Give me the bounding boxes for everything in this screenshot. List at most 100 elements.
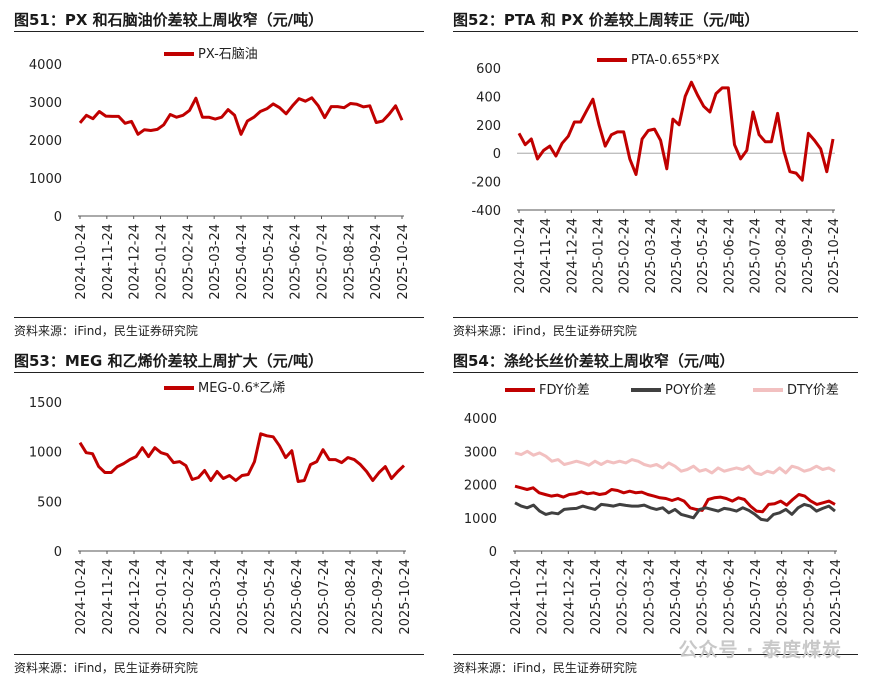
x-tick-label: 2025-08-24 bbox=[775, 218, 790, 294]
title-rule bbox=[453, 372, 858, 373]
x-tick-label: 2024-12-24 bbox=[128, 559, 143, 635]
source-note: 资料来源：iFind，民生证券研究院 bbox=[453, 661, 637, 675]
x-tick-label: 2025-03-24 bbox=[209, 559, 224, 635]
legend-label: POY价差 bbox=[665, 383, 716, 398]
y-tick-label: 600 bbox=[476, 62, 501, 77]
x-tick-label: 2024-12-24 bbox=[565, 218, 580, 294]
x-tick-label: 2025-07-24 bbox=[749, 559, 764, 635]
x-tick-label: 2025-05-24 bbox=[696, 559, 711, 635]
title-rule bbox=[453, 31, 858, 32]
x-tick-label: 2025-05-24 bbox=[262, 224, 277, 300]
x-tick-label: 2025-04-24 bbox=[669, 559, 684, 635]
x-tick-label: 2025-04-24 bbox=[235, 224, 250, 300]
series-line-1 bbox=[78, 96, 404, 136]
x-tick-label: 2025-07-24 bbox=[749, 218, 764, 294]
x-tick-label: 2024-11-24 bbox=[536, 559, 551, 635]
x-tick-label: 2024-10-24 bbox=[74, 559, 89, 635]
y-tick-label: 1000 bbox=[464, 512, 497, 527]
x-tick-label: 2024-12-24 bbox=[128, 224, 143, 300]
series-line-3 bbox=[514, 449, 836, 476]
chart-plot: -400 -200 0 200 400 600 2024-10-24 2024-11-24 20… bbox=[471, 53, 842, 294]
y-tick-label: 0 bbox=[54, 545, 62, 560]
x-tick-label: 2025-07-24 bbox=[317, 559, 332, 635]
series-line-1 bbox=[78, 432, 406, 483]
y-tick-label: -200 bbox=[471, 176, 501, 191]
x-tick-label: 2025-02-24 bbox=[181, 224, 196, 300]
x-tick-label: 2024-12-24 bbox=[562, 559, 577, 635]
y-tick-label: 1500 bbox=[29, 396, 62, 411]
source-note: 资料来源：iFind，民生证券研究院 bbox=[14, 324, 198, 338]
y-tick-label: 1000 bbox=[29, 446, 62, 461]
chart-panel-51: 图51：PX 和石脑油价差较上周收窄（元/吨） 0 1000 2000 3000 400… bbox=[14, 4, 424, 344]
series-line-2 bbox=[514, 501, 836, 522]
x-tick-label: 2025-02-24 bbox=[616, 559, 631, 635]
title-rule bbox=[14, 31, 424, 32]
x-tick-label: 2024-11-24 bbox=[101, 224, 116, 300]
y-tick-label: 0 bbox=[493, 147, 501, 162]
y-tick-label: 3000 bbox=[29, 96, 62, 111]
x-tick-label: 2025-09-24 bbox=[802, 559, 817, 635]
x-tick-label: 2025-05-24 bbox=[263, 559, 278, 635]
x-tick-label: 2025-09-24 bbox=[369, 224, 384, 300]
chart-title: 图53：MEG 和乙烯价差较上周扩大（元/吨） bbox=[14, 352, 324, 370]
chart-title: 图52：PTA 和 PX 价差较上周转正（元/吨） bbox=[453, 11, 760, 29]
source-rule bbox=[453, 654, 858, 655]
series-line-1 bbox=[517, 80, 835, 182]
y-tick-label: 2000 bbox=[29, 134, 62, 149]
x-tick-label: 2024-10-24 bbox=[513, 218, 528, 294]
legend-label: PX-石脑油 bbox=[198, 47, 258, 62]
y-tick-label: 0 bbox=[489, 545, 497, 560]
y-tick-label: 4000 bbox=[464, 412, 497, 427]
y-tick-label: 500 bbox=[37, 495, 62, 510]
x-tick-label: 2025-03-24 bbox=[642, 559, 657, 635]
x-tick-label: 2025-09-24 bbox=[801, 218, 816, 294]
source-rule bbox=[14, 654, 424, 655]
x-tick-label: 2025-03-24 bbox=[644, 218, 659, 294]
x-tick-label: 2025-10-24 bbox=[398, 559, 413, 635]
x-tick-label: 2025-01-24 bbox=[155, 559, 170, 635]
y-tick-label: 4000 bbox=[29, 58, 62, 73]
source-note: 资料来源：iFind，民生证券研究院 bbox=[453, 324, 637, 338]
series-line-1 bbox=[514, 484, 836, 514]
source-rule bbox=[14, 317, 424, 318]
x-tick-label: 2025-08-24 bbox=[344, 559, 359, 635]
chart-title: 图51：PX 和石脑油价差较上周收窄（元/吨） bbox=[14, 11, 324, 29]
x-tick-label: 2025-04-24 bbox=[670, 218, 685, 294]
source-note: 资料来源：iFind，民生证券研究院 bbox=[14, 661, 198, 675]
x-tick-label: 2025-09-24 bbox=[371, 559, 386, 635]
x-tick-label: 2025-01-24 bbox=[155, 224, 170, 300]
x-tick-label: 2025-06-24 bbox=[722, 218, 737, 294]
y-tick-label: 0 bbox=[54, 210, 62, 225]
y-tick-label: 3000 bbox=[464, 445, 497, 460]
x-tick-label: 2025-03-24 bbox=[208, 224, 223, 300]
x-tick-label: 2025-10-24 bbox=[396, 224, 411, 300]
y-tick-label: 1000 bbox=[29, 172, 62, 187]
y-tick-label: -400 bbox=[471, 204, 501, 219]
x-tick-label: 2025-10-24 bbox=[829, 559, 844, 635]
y-tick-label: 2000 bbox=[464, 479, 497, 494]
x-tick-label: 2025-05-24 bbox=[696, 218, 711, 294]
legend-label: FDY价差 bbox=[539, 383, 590, 398]
source-rule bbox=[453, 317, 858, 318]
x-tick-label: 2024-11-24 bbox=[101, 559, 116, 635]
chart-panel-52: 图52：PTA 和 PX 价差较上周转正（元/吨） -400 -200 0 200 40… bbox=[453, 4, 858, 344]
x-tick-label: 2025-08-24 bbox=[342, 224, 357, 300]
x-tick-label: 2025-06-24 bbox=[289, 224, 304, 300]
chart-plot: 0 1000 2000 3000 4000 2024-10-24 2024-11-24 202… bbox=[29, 47, 411, 300]
x-tick-label: 2025-06-24 bbox=[722, 559, 737, 635]
chart-panel-53: 图53：MEG 和乙烯价差较上周扩大（元/吨） 0 500 1000 1500 2024… bbox=[14, 344, 424, 684]
x-tick-label: 2025-01-24 bbox=[592, 218, 607, 294]
chart-plot: 0 500 1000 1500 2024-10-24 2024-11-24 2024-12-… bbox=[29, 381, 413, 635]
x-tick-label: 2024-10-24 bbox=[74, 224, 89, 300]
x-tick-label: 2025-02-24 bbox=[182, 559, 197, 635]
x-tick-label: 2024-11-24 bbox=[539, 218, 554, 294]
x-tick-label: 2025-04-24 bbox=[236, 559, 251, 635]
x-tick-label: 2025-02-24 bbox=[618, 218, 633, 294]
chart-panel-54: 图54：涤纶长丝价差较上周收窄（元/吨） 0 1000 2000 3000 4000 20… bbox=[453, 344, 858, 684]
chart-title: 图54：涤纶长丝价差较上周收窄（元/吨） bbox=[453, 352, 735, 370]
legend-label: MEG-0.6*乙烯 bbox=[198, 381, 285, 396]
x-tick-label: 2025-06-24 bbox=[290, 559, 305, 635]
y-tick-label: 200 bbox=[476, 119, 501, 134]
x-tick-label: 2024-10-24 bbox=[509, 559, 524, 635]
legend-label: PTA-0.655*PX bbox=[631, 53, 720, 68]
